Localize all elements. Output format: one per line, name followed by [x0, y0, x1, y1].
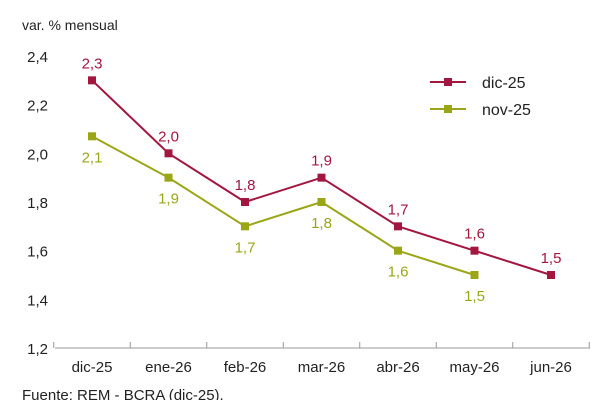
- data-label: 1,6: [464, 226, 485, 243]
- data-point: [241, 198, 249, 206]
- y-axis-label: var. % mensual: [22, 17, 118, 33]
- y-tick-label: 2,4: [27, 49, 48, 66]
- data-label: 1,8: [311, 215, 332, 232]
- x-tick-label: feb-26: [224, 359, 267, 376]
- y-tick-label: 2,2: [27, 98, 48, 115]
- data-label: 1,7: [235, 239, 256, 256]
- data-label: 2,1: [82, 149, 103, 166]
- data-label: 1,8: [235, 177, 256, 194]
- data-point: [394, 222, 402, 231]
- legend-marker: [444, 78, 452, 86]
- x-tick-label: dic-25: [72, 359, 113, 376]
- x-tick-label: jun-26: [529, 359, 572, 376]
- y-tick-label: 1,2: [27, 341, 48, 358]
- y-tick-label: 1,6: [27, 244, 48, 261]
- x-tick-label: ene-26: [145, 359, 192, 376]
- data-label: 1,9: [311, 153, 332, 170]
- data-point: [241, 222, 249, 231]
- data-point: [470, 271, 479, 279]
- data-point: [88, 76, 96, 85]
- x-tick-label: mar-26: [298, 359, 346, 376]
- x-tick-label: may-26: [449, 359, 499, 376]
- y-tick-label: 1,8: [27, 195, 48, 212]
- data-point: [547, 271, 555, 279]
- data-point: [164, 173, 173, 182]
- data-label: 2,0: [158, 128, 179, 145]
- data-point: [317, 173, 326, 182]
- data-label: 2,3: [82, 55, 103, 72]
- data-label: 1,5: [541, 250, 562, 267]
- legend-label: nov-25: [482, 102, 531, 119]
- legend-label: dic-25: [482, 75, 526, 92]
- y-tick-label: 2,0: [27, 146, 48, 163]
- data-label: 1,6: [388, 264, 409, 281]
- data-point: [470, 246, 479, 255]
- data-label: 1,9: [158, 191, 179, 208]
- source-note: Fuente: REM - BCRA (dic-25).: [22, 387, 224, 400]
- legend-marker: [444, 105, 452, 113]
- data-point: [394, 246, 402, 255]
- data-label: 1,7: [388, 201, 409, 218]
- y-tick-label: 1,4: [27, 292, 48, 309]
- data-point: [317, 198, 326, 206]
- data-point: [88, 132, 96, 141]
- data-label: 1,5: [464, 288, 485, 305]
- series-line-nov-25: [91, 135, 475, 276]
- data-point: [164, 149, 173, 158]
- x-tick-label: abr-26: [376, 359, 419, 376]
